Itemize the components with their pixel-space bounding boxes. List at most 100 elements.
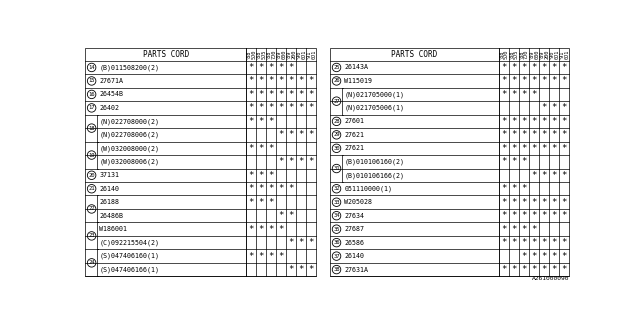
- Text: 23: 23: [88, 233, 95, 238]
- Text: W205028: W205028: [344, 199, 372, 205]
- Text: (N)021705006(1): (N)021705006(1): [344, 105, 404, 111]
- Text: 27634: 27634: [344, 213, 364, 219]
- Text: 27631A: 27631A: [344, 267, 368, 273]
- Text: *: *: [501, 63, 506, 72]
- Text: *: *: [531, 63, 536, 72]
- Text: '89
000: '89 000: [276, 50, 287, 59]
- Text: *: *: [278, 157, 284, 166]
- Text: *: *: [511, 198, 516, 207]
- Text: *: *: [501, 184, 506, 193]
- Text: *: *: [551, 103, 557, 112]
- Text: *: *: [248, 63, 253, 72]
- Text: 27: 27: [333, 99, 340, 104]
- Text: *: *: [501, 144, 506, 153]
- Text: *: *: [551, 265, 557, 274]
- Text: *: *: [259, 103, 264, 112]
- Text: 21: 21: [88, 186, 95, 191]
- Text: *: *: [268, 63, 274, 72]
- Text: *: *: [501, 76, 506, 85]
- Text: *: *: [299, 103, 304, 112]
- Text: *: *: [268, 144, 274, 153]
- Text: *: *: [308, 130, 314, 139]
- Text: '88
5J0: '88 5J0: [246, 50, 256, 59]
- Text: *: *: [308, 265, 314, 274]
- Text: *: *: [541, 63, 547, 72]
- Text: *: *: [278, 225, 284, 234]
- Text: '88
7J0: '88 7J0: [518, 50, 529, 59]
- Text: *: *: [521, 144, 526, 153]
- Text: *: *: [551, 238, 557, 247]
- Text: *: *: [531, 90, 536, 99]
- Text: *: *: [299, 157, 304, 166]
- Text: *: *: [259, 171, 264, 180]
- Text: *: *: [521, 252, 526, 260]
- Text: *: *: [531, 198, 536, 207]
- Text: *: *: [511, 238, 516, 247]
- Text: 31: 31: [333, 166, 340, 171]
- Text: 35: 35: [333, 227, 340, 232]
- Text: *: *: [248, 198, 253, 207]
- Text: *: *: [501, 198, 506, 207]
- Text: *: *: [521, 265, 526, 274]
- Text: PARTS CORD: PARTS CORD: [143, 50, 189, 59]
- Text: 26143A: 26143A: [344, 64, 368, 70]
- Text: *: *: [259, 90, 264, 99]
- Text: 26586: 26586: [344, 240, 364, 246]
- Text: *: *: [248, 103, 253, 112]
- Text: *: *: [248, 184, 253, 193]
- Text: *: *: [541, 238, 547, 247]
- Text: 26: 26: [333, 78, 340, 84]
- Text: 051110000(1): 051110000(1): [344, 186, 392, 192]
- Text: *: *: [268, 184, 274, 193]
- Text: *: *: [259, 63, 264, 72]
- Text: (N)022708000(2): (N)022708000(2): [99, 118, 159, 124]
- Text: *: *: [268, 198, 274, 207]
- Text: '88
5J0: '88 5J0: [498, 50, 509, 59]
- Text: *: *: [531, 211, 536, 220]
- Text: 38: 38: [333, 267, 340, 272]
- Text: *: *: [268, 103, 274, 112]
- Text: *: *: [289, 238, 294, 247]
- Text: (S)047406166(1): (S)047406166(1): [99, 266, 159, 273]
- Text: *: *: [289, 157, 294, 166]
- Text: *: *: [511, 90, 516, 99]
- Text: 26454B: 26454B: [99, 92, 124, 97]
- Text: *: *: [511, 225, 516, 234]
- Text: *: *: [561, 103, 566, 112]
- Text: '90
0J1: '90 0J1: [296, 50, 307, 59]
- Text: *: *: [541, 144, 547, 153]
- Text: '90
0J1: '90 0J1: [548, 50, 559, 59]
- Text: 18: 18: [88, 126, 95, 131]
- Text: *: *: [511, 211, 516, 220]
- Text: 26402: 26402: [99, 105, 120, 111]
- Text: *: *: [248, 117, 253, 126]
- Text: *: *: [259, 252, 264, 260]
- Text: *: *: [308, 157, 314, 166]
- Text: *: *: [521, 90, 526, 99]
- Text: *: *: [259, 144, 264, 153]
- Text: *: *: [531, 144, 536, 153]
- Text: *: *: [551, 198, 557, 207]
- Text: *: *: [511, 265, 516, 274]
- Text: *: *: [278, 76, 284, 85]
- Text: *: *: [561, 265, 566, 274]
- Text: *: *: [561, 130, 566, 139]
- Text: *: *: [531, 130, 536, 139]
- Text: 19: 19: [88, 153, 95, 157]
- Text: *: *: [308, 103, 314, 112]
- Text: *: *: [561, 171, 566, 180]
- Text: 33: 33: [333, 200, 340, 205]
- Text: *: *: [289, 130, 294, 139]
- Text: 25: 25: [333, 65, 340, 70]
- Text: *: *: [501, 238, 506, 247]
- Text: *: *: [248, 252, 253, 260]
- Text: 26486B: 26486B: [99, 213, 124, 219]
- Text: *: *: [511, 157, 516, 166]
- Text: 17: 17: [88, 105, 95, 110]
- Text: W115019: W115019: [344, 78, 372, 84]
- Text: *: *: [248, 171, 253, 180]
- Text: *: *: [531, 76, 536, 85]
- Text: A261000090: A261000090: [532, 276, 570, 281]
- Text: '91
0J1: '91 0J1: [306, 50, 317, 59]
- Text: *: *: [501, 157, 506, 166]
